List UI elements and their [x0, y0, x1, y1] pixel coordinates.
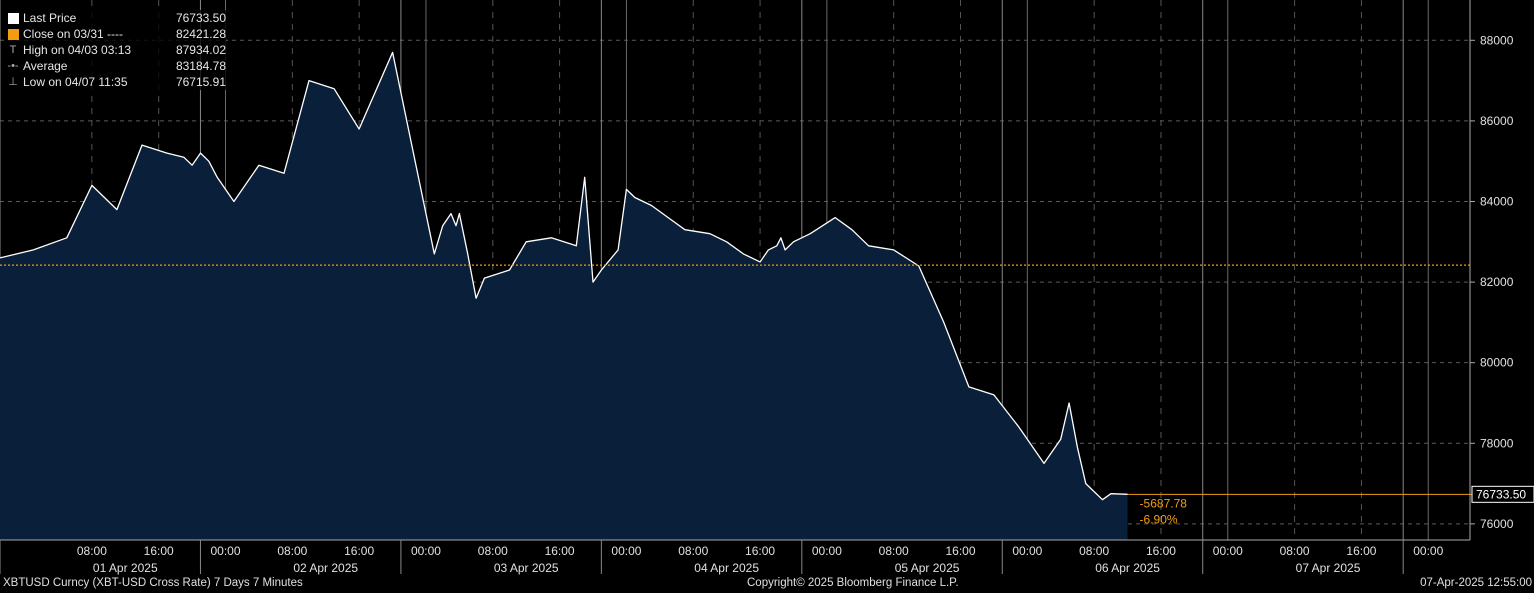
x-tick-label: 16:00	[1146, 544, 1176, 558]
average-marker-icon: -•-	[7, 59, 19, 72]
day-label: 03 Apr 2025	[494, 561, 559, 575]
x-tick-label: 00:00	[210, 544, 240, 558]
x-tick-label: 00:00	[1213, 544, 1243, 558]
legend-value: 76733.50	[175, 11, 226, 25]
day-label: 02 Apr 2025	[293, 561, 358, 575]
legend-label: Average	[23, 59, 68, 73]
x-tick-label: 00:00	[1413, 544, 1443, 558]
y-tick-label: 80000	[1480, 356, 1514, 370]
legend-item-low: ⊥ Low on 04/07 11:35 76715.91	[6, 74, 226, 90]
x-axis: 08:00 16:00 00:00 08:00 16:00 00:00 08:00 16:00…	[0, 539, 1470, 575]
day-label: 04 Apr 2025	[694, 561, 759, 575]
orange-square-icon	[6, 28, 20, 40]
white-square-icon	[6, 12, 20, 24]
legend-value: 82421.28	[175, 27, 226, 41]
x-tick-label: 08:00	[478, 544, 508, 558]
y-tick-label: 86000	[1480, 114, 1514, 128]
legend-label: Close on 03/31 ----	[23, 27, 124, 41]
legend-item-average: -•- Average 83184.78	[6, 58, 226, 74]
footer-copyright: Copyright© 2025 Bloomberg Finance L.P.	[747, 577, 959, 589]
y-tick-label: 88000	[1480, 33, 1514, 47]
footer-timestamp: 07-Apr-2025 12:55:00	[1420, 577, 1532, 589]
y-tick-label: 78000	[1480, 436, 1514, 450]
x-tick-label: 16:00	[945, 544, 975, 558]
day-label: 06 Apr 2025	[1095, 561, 1160, 575]
day-label: 07 Apr 2025	[1296, 561, 1361, 575]
legend-value: 83184.78	[175, 59, 226, 73]
x-tick-label: 16:00	[1346, 544, 1376, 558]
change-value-label: -5687.78	[1140, 496, 1188, 510]
x-tick-label: 16:00	[745, 544, 775, 558]
legend-label: Low on 04/07 11:35	[23, 75, 128, 89]
legend-label: High on 04/03 03:13	[23, 43, 132, 57]
legend-item-close: Close on 03/31 ---- 82421.28	[6, 26, 226, 42]
x-tick-label: 08:00	[277, 544, 307, 558]
x-tick-label: 00:00	[812, 544, 842, 558]
legend-label: Last Price	[23, 11, 77, 25]
x-tick-label: 16:00	[144, 544, 174, 558]
legend-item-last-price: Last Price 76733.50	[6, 10, 226, 26]
price-line	[0, 51, 1128, 501]
annotations: -5687.78 -6.90%	[1127, 493, 1474, 526]
y-axis: 76000 78000 80000 82000 84000 86000 88000 76733…	[1469, 0, 1534, 540]
x-tick-label: 00:00	[411, 544, 441, 558]
x-tick-label: 08:00	[77, 544, 107, 558]
x-tick-label: 00:00	[611, 544, 641, 558]
x-tick-label: 08:00	[879, 544, 909, 558]
x-tick-label: 00:00	[1012, 544, 1042, 558]
last-price-label: 76733.50	[1476, 487, 1526, 501]
y-tick-label: 82000	[1480, 275, 1514, 289]
change-percent-label: -6.90%	[1140, 512, 1178, 526]
x-tick-label: 08:00	[1280, 544, 1310, 558]
legend-item-high: T High on 04/03 03:13 87934.02	[6, 42, 226, 58]
day-label: 05 Apr 2025	[895, 561, 960, 575]
last-price-box	[1471, 485, 1534, 503]
y-tick-label: 76000	[1480, 517, 1514, 531]
x-tick-label: 16:00	[545, 544, 575, 558]
legend-value: 87934.02	[175, 43, 226, 57]
x-tick-label: 08:00	[1079, 544, 1109, 558]
day-label: 01 Apr 2025	[93, 561, 158, 575]
y-tick-label: 84000	[1480, 194, 1514, 208]
x-tick-label: 16:00	[344, 544, 374, 558]
x-tick-label: 08:00	[678, 544, 708, 558]
footer-security: XBTUSD Curncy (XBT-USD Cross Rate) 7 Day…	[3, 577, 303, 589]
price-area	[0, 51, 1128, 541]
low-marker-icon: ⊥	[8, 75, 18, 88]
legend: Last Price 76733.50 Close on 03/31 ---- …	[6, 10, 226, 90]
area-fill	[0, 52, 1128, 541]
high-marker-icon: T	[9, 43, 17, 56]
legend-value: 76715.91	[175, 75, 226, 89]
